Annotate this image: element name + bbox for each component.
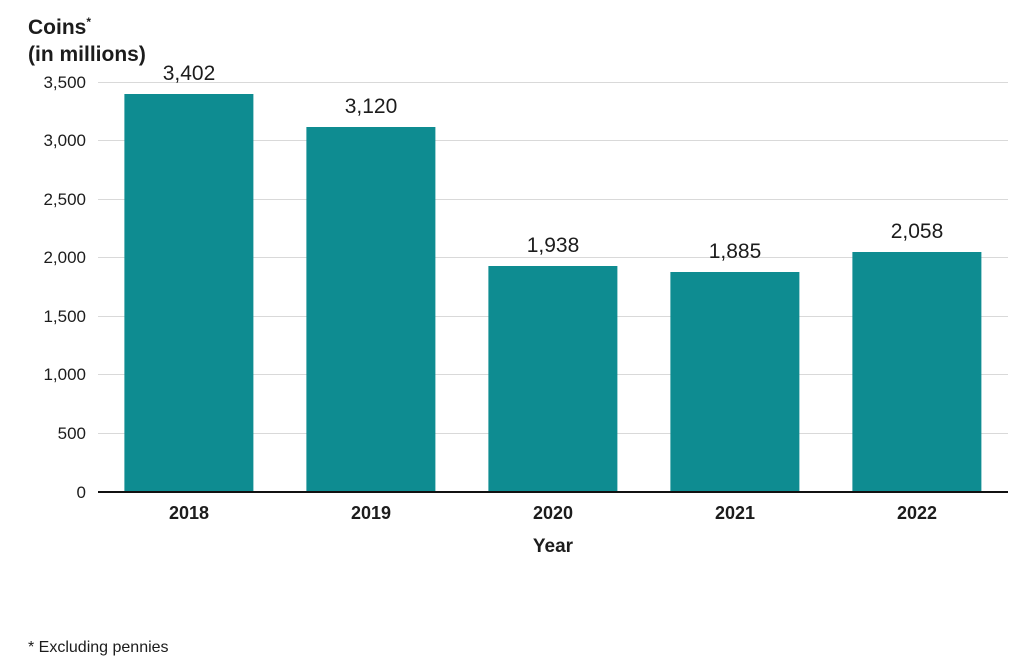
x-tick-label-2020: 2020 [532, 502, 574, 523]
y-tick-label: 3,500 [43, 72, 86, 92]
bar-value-label-2020: 1,938 [526, 233, 580, 257]
x-axis-title: Year [532, 535, 574, 557]
y-axis: 0 500 1,000 1,500 2,000 2,500 3,000 3,500 [28, 73, 98, 502]
y-tick-label: 500 [57, 424, 86, 444]
bar-2018 [124, 94, 254, 493]
bar-group-2020: 1,938 [462, 83, 644, 493]
gridline [98, 257, 1008, 259]
bar-2021 [670, 271, 800, 493]
x-axis-ticks: 2018 2019 2020 2021 2022 [98, 503, 1008, 524]
x-tick-label-2019: 2019 [350, 502, 392, 523]
x-tick-label-2018: 2018 [168, 502, 210, 523]
bar-2020 [488, 265, 618, 493]
chart-title-line1: Coins* [28, 15, 92, 39]
x-tick-label-2022: 2022 [896, 502, 938, 523]
bar-value-label-2019: 3,120 [344, 95, 398, 119]
y-tick-label: 0 [76, 482, 86, 502]
footnote: * Excluding pennies [28, 639, 169, 656]
bar-group-2021: 1,885 [644, 83, 826, 493]
gridline [98, 198, 1008, 200]
chart-title: Coins* (in millions) [28, 14, 1008, 69]
bar-group-2022: 2,058 [826, 83, 1008, 493]
chart-title-line2: (in millions) [28, 43, 146, 67]
gridline [98, 140, 1008, 142]
y-tick-label: 3,000 [43, 131, 86, 151]
bar-chart: 0 500 1,000 1,500 2,000 2,500 3,000 3,500 3,402… [28, 62, 1008, 502]
y-tick-label: 1,000 [43, 365, 86, 385]
title-asterisk: * [86, 15, 92, 29]
bar-group-2018: 3,402 [98, 62, 280, 493]
bar-value-label-2018: 3,402 [162, 62, 216, 86]
bar-2019 [306, 127, 436, 493]
gridline [98, 81, 1008, 83]
plot-area: 3,402 3,120 1,938 1,885 2,058 [98, 62, 1008, 493]
bar-2022 [852, 251, 982, 493]
y-tick-label: 2,500 [43, 189, 86, 209]
y-tick-label: 1,500 [43, 306, 86, 326]
bars-container: 3,402 3,120 1,938 1,885 2,058 [98, 62, 1008, 493]
bar-group-2019: 3,120 [280, 83, 462, 493]
x-axis-baseline [98, 490, 1008, 493]
bar-value-label-2022: 2,058 [890, 219, 944, 243]
x-tick-label-2021: 2021 [714, 502, 756, 523]
bar-value-label-2021: 1,885 [708, 239, 762, 263]
y-tick-label: 2,000 [43, 248, 86, 268]
